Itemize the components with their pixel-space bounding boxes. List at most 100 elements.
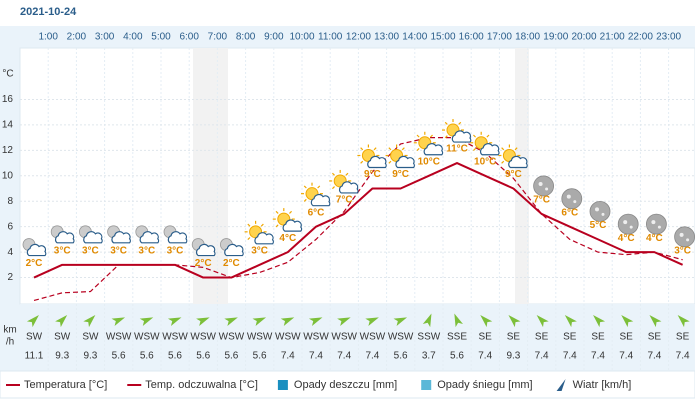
crater <box>686 238 690 242</box>
wind-direction: WSW <box>360 332 386 343</box>
temperature-label: 6°C <box>561 207 578 218</box>
legend-label: Wiatr [km/h] <box>573 379 632 391</box>
sun-ray <box>317 185 321 189</box>
wind-speed: 9.3 <box>83 351 97 362</box>
legend-swatch <box>277 380 288 390</box>
legend-swatch <box>421 380 432 390</box>
wind-speed: 9.3 <box>55 351 69 362</box>
temperature-label: 7°C <box>336 195 353 206</box>
cloud <box>224 243 244 257</box>
sun-ray <box>444 121 448 125</box>
wind-unit: km <box>3 325 16 336</box>
cloud <box>195 243 216 257</box>
hour-label: 20:00 <box>571 32 596 43</box>
legend-box <box>0 370 695 399</box>
wind-arrow <box>167 317 182 326</box>
crater <box>651 220 656 225</box>
wind-speed: 9.3 <box>506 351 520 362</box>
temperature-label: 9°C <box>364 169 381 180</box>
temperature-label: 7°C <box>533 195 550 206</box>
weather-icon <box>135 225 160 244</box>
sun-ray <box>388 160 392 164</box>
wind-direction: SSE <box>447 332 467 343</box>
cloud <box>479 143 500 156</box>
wind-direction: WSW <box>134 332 160 343</box>
hour-header <box>20 26 695 48</box>
wind-direction: WSW <box>190 332 216 343</box>
wind-direction: SW <box>54 332 71 343</box>
temperature-label: 6°C <box>308 207 325 218</box>
wind-direction: SE <box>591 332 605 343</box>
y-tick-label: 12 <box>2 145 14 156</box>
hour-label: 14:00 <box>402 32 427 43</box>
temperature-label: 9°C <box>392 169 409 180</box>
wind-speed: 7.4 <box>365 351 379 362</box>
wind-speed: 7.4 <box>591 351 605 362</box>
legend-label: Opady deszczu [mm] <box>294 379 397 391</box>
weather-icon <box>244 220 274 245</box>
hour-label: 2:00 <box>67 32 87 43</box>
sun-ray <box>345 172 349 176</box>
hour-label: 16:00 <box>459 32 484 43</box>
weather-icon <box>301 182 331 207</box>
hour-label: 17:00 <box>487 32 512 43</box>
hour-label: 9:00 <box>264 32 284 43</box>
wind-speed: 5.6 <box>112 351 126 362</box>
crater <box>545 187 549 191</box>
wind-speed: 5.6 <box>140 351 154 362</box>
legend-label: Opady śniegu [mm] <box>437 379 532 391</box>
temperature-label: 3°C <box>110 245 127 256</box>
sun-ray <box>444 135 448 139</box>
temperature-label: 3°C <box>54 245 71 256</box>
weather-icon <box>79 225 103 244</box>
wind-direction: SW <box>26 332 43 343</box>
wind-direction: WSW <box>388 332 414 343</box>
wind-speed: 3.7 <box>422 351 436 362</box>
moon <box>617 213 639 235</box>
sun-ray <box>275 210 279 214</box>
weather-icon <box>617 213 639 235</box>
sun-ray <box>303 198 307 202</box>
temperature-label: 10°C <box>474 156 496 167</box>
wind-arrow <box>139 317 154 326</box>
hour-label: 6:00 <box>179 32 199 43</box>
sun-ray <box>275 224 279 228</box>
cloud <box>54 231 75 244</box>
hour-label: 7:00 <box>208 32 228 43</box>
crater <box>566 194 571 199</box>
weather-icon <box>191 238 216 257</box>
wind-direction: WSW <box>162 332 188 343</box>
wind-arrow <box>564 315 577 328</box>
cloud <box>26 243 47 257</box>
weather-icon <box>533 175 554 197</box>
hour-label: 13:00 <box>374 32 399 43</box>
cloud <box>139 231 160 244</box>
wind-speed: 7.4 <box>337 351 351 362</box>
y-tick-label: 2 <box>7 272 13 283</box>
weather-icon <box>50 225 75 244</box>
sun-ray <box>514 147 518 151</box>
weather-icon <box>646 213 667 235</box>
temperature-line <box>33 162 684 279</box>
wind-direction: WSW <box>275 332 301 343</box>
weather-icon <box>385 144 415 169</box>
wind-speed: 7.4 <box>619 351 633 362</box>
sun-ray <box>247 223 251 227</box>
sun-ray <box>360 160 364 164</box>
y-tick-label: 16 <box>2 94 14 105</box>
sun-ray <box>472 148 476 151</box>
wind-arrow <box>393 317 408 326</box>
temperature-label: 4°C <box>279 233 296 244</box>
wind-speed: 11.1 <box>25 351 44 362</box>
sun-ray <box>472 134 476 138</box>
temperature-label: 3°C <box>138 245 155 256</box>
weather-icon <box>589 200 611 222</box>
sun-ray <box>331 172 335 176</box>
crater <box>573 200 577 204</box>
cloud <box>111 231 131 244</box>
hour-label: 12:00 <box>346 32 371 43</box>
legend-arrow <box>556 379 566 391</box>
wind-arrow <box>677 315 690 328</box>
hour-label: 23:00 <box>656 32 681 43</box>
wind-speed: 7.4 <box>478 351 492 362</box>
